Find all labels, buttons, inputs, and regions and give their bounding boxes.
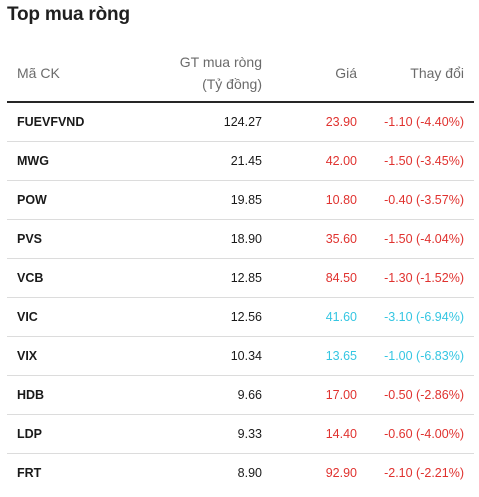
price: 41.60 — [262, 297, 357, 337]
price: 14.40 — [262, 414, 357, 454]
stock-code[interactable]: LDP — [7, 414, 127, 454]
stock-code[interactable]: POW — [7, 180, 127, 220]
price-change: -1.10 (-4.40%) — [357, 102, 474, 142]
price-change: -1.30 (-1.52%) — [357, 258, 474, 298]
price: 35.60 — [262, 219, 357, 259]
stock-code[interactable]: FRT — [17, 466, 42, 480]
header-price[interactable]: Giá — [262, 44, 357, 103]
price-change: -1.50 (-3.45%) — [357, 141, 474, 181]
stock-code[interactable]: VCB — [7, 258, 127, 298]
net-buy-value: 12.56 — [127, 297, 262, 337]
price-change: -0.60 (-4.00%) — [357, 414, 474, 454]
net-buy-value: 8.90 — [237, 466, 262, 480]
price-change: -0.40 (-3.57%) — [357, 180, 474, 220]
price: 13.65 — [262, 336, 357, 376]
header-net-buy-value-label: GT mua ròng — [179, 53, 262, 70]
stock-code[interactable]: VIX — [7, 336, 127, 376]
table-row[interactable]: POW 19.85 10.80 -0.40 (-3.57%) — [7, 180, 474, 220]
header-change[interactable]: Thay đổi — [357, 44, 474, 103]
widget-title: Top mua ròng — [7, 4, 130, 25]
stock-code[interactable]: HDB — [7, 375, 127, 415]
table-row[interactable]: HDB 9.66 17.00 -0.50 (-2.86%) — [7, 375, 474, 415]
net-buy-value: 18.90 — [127, 219, 262, 259]
price-change: -1.00 (-6.83%) — [357, 336, 474, 376]
price: 23.90 — [262, 102, 357, 142]
header-net-buy-value[interactable]: GT mua ròng (Tỷ đồng) — [127, 44, 262, 103]
net-buy-value: 21.45 — [127, 141, 262, 181]
net-buy-value: 9.66 — [127, 375, 262, 415]
price: 10.80 — [262, 180, 357, 220]
net-buy-value: 124.27 — [127, 102, 262, 142]
table-row[interactable]: VIX 10.34 13.65 -1.00 (-6.83%) — [7, 336, 474, 376]
net-buy-value: 12.85 — [127, 258, 262, 298]
price-change: -3.10 (-6.94%) — [357, 297, 474, 337]
price: 42.00 — [262, 141, 357, 181]
price: 92.90 — [325, 466, 357, 480]
table-row[interactable]: LDP 9.33 14.40 -0.60 (-4.00%) — [7, 414, 474, 454]
net-buy-value: 9.33 — [127, 414, 262, 454]
header-stock-code[interactable]: Mã CK — [7, 44, 127, 103]
table-header-row: Mã CK GT mua ròng (Tỷ đồng) Giá Thay đổi — [7, 44, 474, 103]
stock-code[interactable]: VIC — [7, 297, 127, 337]
stock-code[interactable]: PVS — [7, 219, 127, 259]
table-row[interactable]: FUEVFVND 124.27 23.90 -1.10 (-4.40%) — [7, 102, 474, 142]
table-row[interactable]: VIC 12.56 41.60 -3.10 (-6.94%) — [7, 297, 474, 337]
stock-code[interactable]: MWG — [7, 141, 127, 181]
net-buy-value: 19.85 — [127, 180, 262, 220]
price-change: -0.50 (-2.86%) — [357, 375, 474, 415]
net-buy-value: 10.34 — [127, 336, 262, 376]
table-row[interactable]: PVS 18.90 35.60 -1.50 (-4.04%) — [7, 219, 474, 259]
table-row[interactable]: MWG 21.45 42.00 -1.50 (-3.45%) — [7, 141, 474, 181]
price-change: -2.10 (-2.21%) — [384, 466, 464, 480]
table-row[interactable]: VCB 12.85 84.50 -1.30 (-1.52%) — [7, 258, 474, 298]
stock-code[interactable]: FUEVFVND — [7, 102, 127, 142]
price: 84.50 — [262, 258, 357, 298]
net-buy-table: Mã CK GT mua ròng (Tỷ đồng) Giá Thay đổi… — [7, 44, 474, 492]
price: 17.00 — [262, 375, 357, 415]
price-change: -1.50 (-4.04%) — [357, 219, 474, 259]
header-net-buy-value-unit: (Tỷ đồng) — [202, 75, 262, 92]
table-row[interactable]: FRT 8.90 92.90 -2.10 (-2.21%) — [7, 454, 474, 493]
